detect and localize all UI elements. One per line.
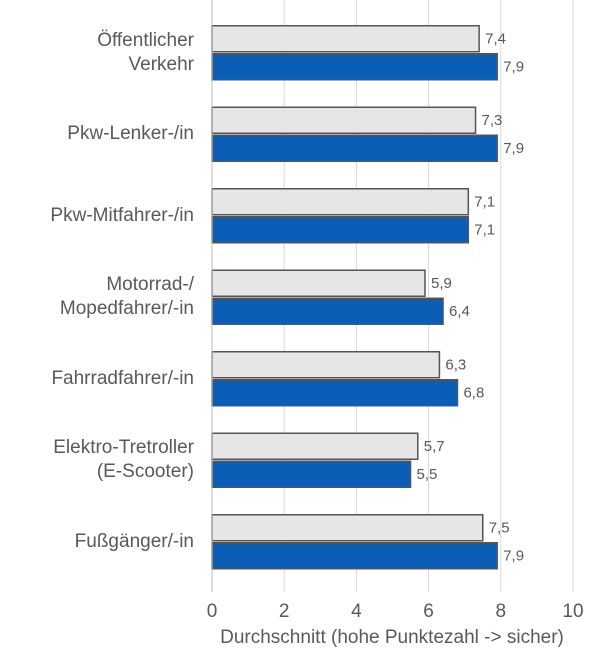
value-label: 7,4	[485, 31, 506, 48]
bar	[211, 53, 498, 81]
value-label: 7,3	[482, 112, 503, 129]
value-label: 7,5	[489, 520, 510, 537]
category-label: Fußgänger/-in	[74, 530, 194, 552]
value-label: 5,5	[417, 466, 438, 483]
category-label: Pkw-Mitfahrer-/in	[50, 204, 194, 226]
x-tick-label: 10	[562, 601, 583, 622]
value-label: 5,7	[424, 438, 445, 455]
bar	[211, 106, 477, 134]
bar	[211, 514, 484, 542]
value-label: 6,4	[449, 303, 470, 320]
value-label: 7,9	[503, 548, 524, 565]
bar	[211, 216, 470, 244]
category-label: Öffentlicher Verkehr	[97, 29, 194, 75]
value-label: 5,9	[431, 275, 452, 292]
category-label: Elektro-Tretroller (E-Scooter)	[53, 437, 194, 483]
value-label: 7,1	[474, 222, 495, 239]
x-tick-label: 4	[351, 601, 362, 622]
bar	[211, 542, 498, 570]
x-tick-label: 8	[496, 601, 507, 622]
category-label: Fahrradfahrer/-in	[51, 367, 194, 389]
bar	[211, 351, 441, 379]
bar	[211, 269, 426, 297]
value-label: 7,9	[503, 140, 524, 157]
bar	[211, 460, 412, 488]
bar	[211, 432, 419, 460]
category-label: Motorrad-/ Mopedfahrer/-in	[59, 274, 194, 320]
bar	[211, 134, 498, 162]
x-tick-label: 2	[279, 601, 290, 622]
x-axis-label: Durchschnitt (hohe Punktezahl -> sicher)	[220, 627, 564, 648]
value-label: 7,1	[474, 194, 495, 211]
category-label: Pkw-Lenker-/in	[67, 123, 194, 145]
bar	[211, 379, 459, 407]
value-label: 6,8	[463, 385, 484, 402]
x-tick-label: 0	[207, 601, 218, 622]
bar	[211, 25, 480, 53]
x-tick-label: 6	[423, 601, 434, 622]
bar	[211, 188, 470, 216]
bar	[211, 297, 444, 325]
value-label: 7,9	[503, 59, 524, 76]
value-label: 6,3	[445, 357, 466, 374]
